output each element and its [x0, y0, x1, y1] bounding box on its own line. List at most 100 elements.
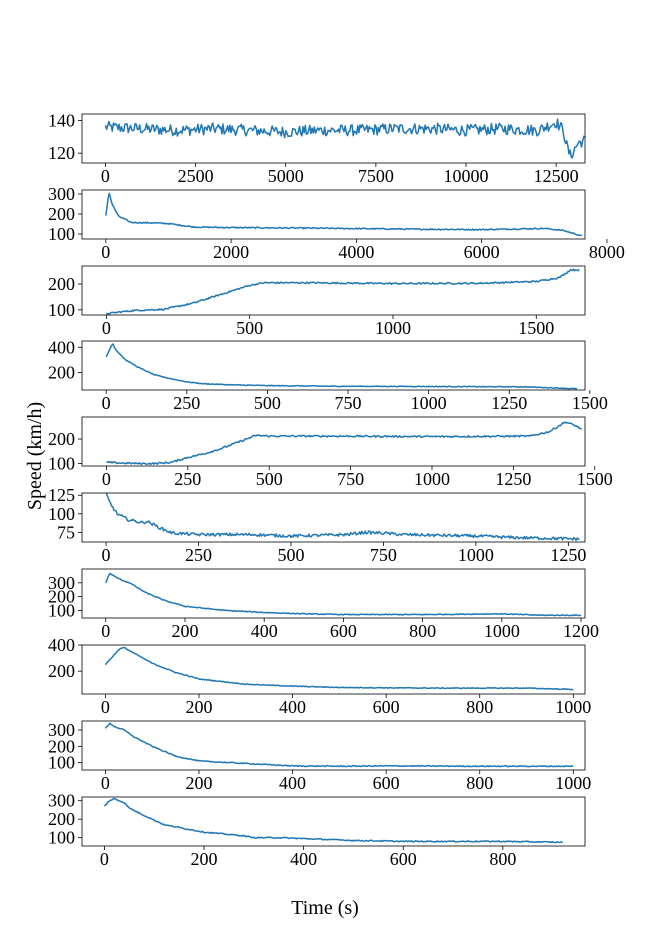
x-tick-label: 500 [277, 545, 304, 565]
y-tick-label: 100 [48, 504, 75, 524]
axes-frame [81, 340, 586, 391]
x-tick-label: 750 [337, 469, 364, 489]
y-tick-label: 100 [48, 224, 75, 244]
series-line [104, 722, 574, 768]
axes-frame [81, 720, 586, 771]
x-tick-label: 600 [390, 849, 417, 869]
x-tick-label: 1250 [491, 393, 527, 413]
x-tick-label: 0 [102, 393, 111, 413]
y-tick-label: 125 [48, 485, 75, 505]
x-tick-label: 200 [191, 849, 218, 869]
x-tick-label: 0 [100, 849, 109, 869]
axes-frame [81, 644, 586, 695]
x-tick-label: 200 [171, 621, 198, 641]
series-line [105, 268, 580, 315]
x-tick-label: 400 [279, 697, 306, 717]
y-tick-label: 200 [48, 661, 75, 681]
x-tick-label: 1500 [577, 469, 613, 489]
series-line [105, 572, 582, 617]
x-tick-label: 0 [102, 545, 111, 565]
y-tick-label: 200 [48, 736, 75, 756]
y-tick-label: 140 [48, 111, 75, 131]
series-line [106, 421, 582, 466]
x-tick-label: 1000 [555, 697, 591, 717]
x-tick-label: 1200 [563, 621, 599, 641]
x-tick-label: 400 [251, 621, 278, 641]
x-tick-label: 0 [102, 469, 111, 489]
x-tick-label: 0 [101, 242, 110, 262]
series-line [105, 493, 580, 542]
x-tick-label: 1000 [414, 469, 450, 489]
x-tick-label: 1000 [411, 393, 447, 413]
y-tick-label: 300 [48, 791, 75, 811]
x-tick-label: 500 [256, 469, 283, 489]
x-tick-label: 800 [466, 773, 493, 793]
x-tick-label: 200 [185, 773, 212, 793]
x-tick-label: 0 [101, 166, 110, 186]
y-tick-label: 75 [57, 522, 75, 542]
x-tick-label: 800 [466, 697, 493, 717]
series-line [105, 343, 578, 390]
x-tick-label: 1000 [458, 545, 494, 565]
x-tick-label: 1250 [550, 545, 586, 565]
subplot-3: 0 500 1000 1500 100 200 [48, 265, 586, 338]
x-tick-label: 800 [489, 849, 516, 869]
series-line [104, 118, 585, 159]
x-tick-label: 1250 [495, 469, 531, 489]
axes-frame [81, 416, 586, 467]
x-tick-label: 500 [236, 318, 263, 338]
y-tick-label: 100 [48, 454, 75, 474]
x-tick-label: 4000 [338, 242, 374, 262]
x-tick-label: 250 [173, 393, 200, 413]
x-tick-label: 600 [373, 697, 400, 717]
x-tick-label: 1000 [555, 773, 591, 793]
y-tick-label: 200 [48, 362, 75, 382]
y-tick-label: 100 [48, 600, 75, 620]
subplot-4: 0 250 500 750 1000 1250 1500 200 400 [48, 337, 608, 413]
x-tick-label: 250 [174, 469, 201, 489]
y-tick-label: 200 [48, 204, 75, 224]
y-tick-label: 100 [48, 828, 75, 848]
x-tick-label: 250 [185, 545, 212, 565]
axes-frame [81, 492, 586, 543]
x-tick-label: 0 [101, 773, 110, 793]
x-tick-label: 7500 [358, 166, 394, 186]
x-tick-label: 0 [102, 318, 111, 338]
x-tick-label: 6000 [464, 242, 500, 262]
y-tick-label: 300 [48, 720, 75, 740]
x-tick-label: 10000 [444, 166, 489, 186]
axes-frame [81, 568, 586, 619]
x-tick-label: 1000 [375, 318, 411, 338]
y-tick-label: 300 [48, 184, 75, 204]
x-tick-label: 1500 [518, 318, 554, 338]
x-tick-label: 8000 [589, 242, 625, 262]
subplot-5: 0 250 500 750 1000 1250 1500 100 200 [48, 416, 613, 489]
x-tick-label: 400 [290, 849, 317, 869]
y-tick-label: 300 [48, 573, 75, 593]
x-tick-label: 200 [185, 697, 212, 717]
axes-frame [81, 796, 586, 847]
y-tick-label: 400 [48, 635, 75, 655]
x-tick-label: 750 [335, 393, 362, 413]
axes-frame [81, 265, 586, 316]
x-tick-label: 0 [101, 697, 110, 717]
x-tick-label: 600 [330, 621, 357, 641]
x-tick-label: 1000 [484, 621, 520, 641]
y-tick-label: 100 [48, 753, 75, 773]
y-axis-label: Speed (km/h) [24, 402, 46, 510]
axes-frame [81, 189, 586, 240]
series-line [103, 797, 564, 844]
y-tick-label: 200 [48, 587, 75, 607]
x-tick-label: 12500 [534, 166, 579, 186]
y-tick-label: 200 [48, 809, 75, 829]
y-tick-label: 400 [48, 337, 75, 357]
x-tick-label: 0 [101, 621, 110, 641]
x-tick-label: 400 [279, 773, 306, 793]
axes-frame [81, 113, 586, 164]
x-tick-label: 800 [409, 621, 436, 641]
